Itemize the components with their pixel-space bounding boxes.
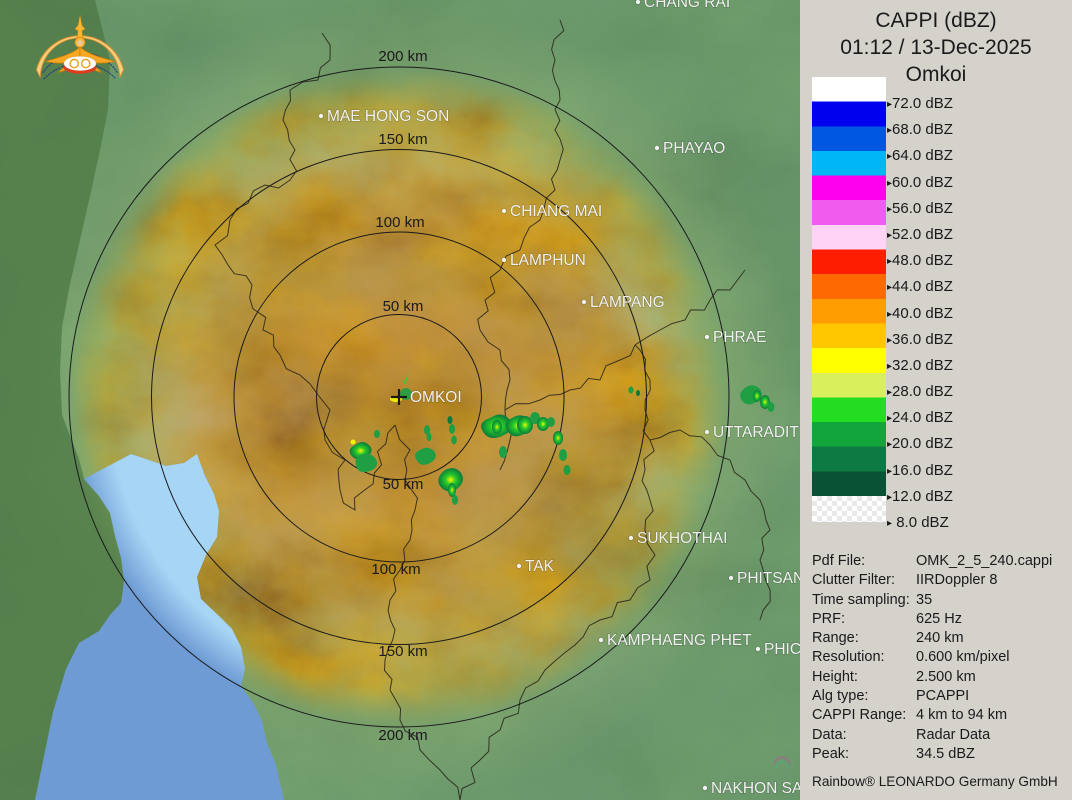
svg-text:PHICHIT: PHICHIT [764, 641, 800, 658]
svg-text:LAMPHUN: LAMPHUN [510, 252, 586, 269]
svg-text:PHRAE: PHRAE [713, 329, 766, 346]
svg-text:PHITSANULOK: PHITSANULOK [737, 570, 800, 587]
svg-text:CHIANG MAI: CHIANG MAI [510, 203, 602, 220]
svg-text:TAK: TAK [525, 558, 555, 575]
svg-text:OMKOI: OMKOI [410, 389, 462, 406]
svg-text:CHANG RAI: CHANG RAI [644, 0, 730, 11]
svg-text:PHAYAO: PHAYAO [663, 140, 725, 157]
svg-text:SUKHOTHAI: SUKHOTHAI [637, 530, 727, 547]
svg-text:KAMPHAENG PHET: KAMPHAENG PHET [607, 632, 752, 649]
svg-text:150 km: 150 km [378, 131, 427, 148]
svg-text:UTTARADIT: UTTARADIT [713, 424, 799, 441]
svg-text:100 km: 100 km [371, 561, 420, 578]
svg-text:LAMPANG: LAMPANG [590, 294, 665, 311]
svg-text:150 km: 150 km [378, 643, 427, 660]
svg-text:200 km: 200 km [378, 727, 427, 744]
svg-text:MAE HONG SON: MAE HONG SON [327, 108, 449, 125]
svg-text:200 km: 200 km [378, 48, 427, 65]
svg-text:50 km: 50 km [383, 476, 424, 493]
svg-text:NAKHON SAWAN: NAKHON SAWAN [711, 780, 800, 797]
svg-text:50 km: 50 km [383, 298, 424, 315]
svg-text:100 km: 100 km [375, 214, 424, 231]
